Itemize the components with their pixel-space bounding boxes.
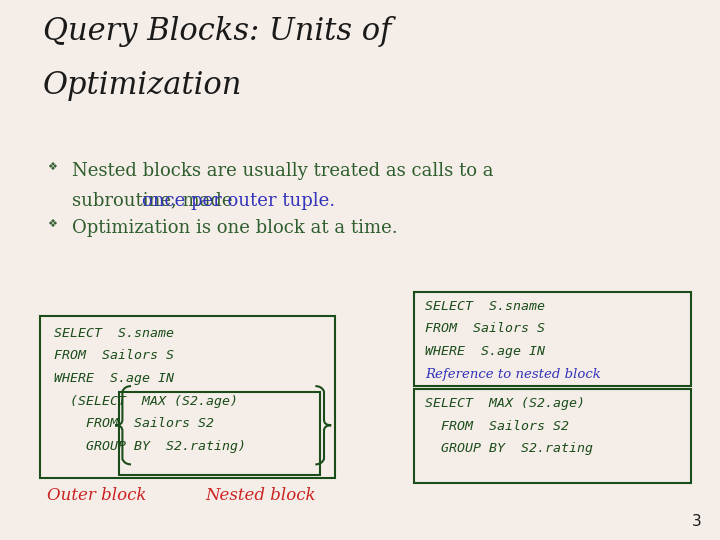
FancyBboxPatch shape: [414, 389, 691, 483]
Text: subroutine, made: subroutine, made: [72, 192, 238, 210]
Text: Reference to nested block: Reference to nested block: [425, 368, 600, 381]
Text: FROM  Sailors S: FROM Sailors S: [425, 322, 545, 335]
Text: ❖: ❖: [47, 162, 57, 172]
Text: SELECT  MAX (S2.age): SELECT MAX (S2.age): [425, 397, 585, 410]
Text: Nested blocks are usually treated as calls to a: Nested blocks are usually treated as cal…: [72, 162, 493, 180]
Text: Query Blocks: Units of: Query Blocks: Units of: [43, 16, 392, 47]
Text: Optimization: Optimization: [43, 70, 243, 101]
Text: WHERE  S.age IN: WHERE S.age IN: [425, 345, 545, 358]
Text: once per outer tuple.: once per outer tuple.: [143, 192, 336, 210]
FancyBboxPatch shape: [119, 392, 320, 475]
FancyBboxPatch shape: [414, 292, 691, 386]
Text: 3: 3: [692, 514, 702, 529]
Text: FROM  Sailors S2: FROM Sailors S2: [425, 420, 569, 433]
Text: FROM  Sailors S: FROM Sailors S: [54, 349, 174, 362]
Text: (SELECT  MAX (S2.age): (SELECT MAX (S2.age): [54, 395, 238, 408]
Text: ❖: ❖: [47, 219, 57, 229]
Text: Outer block: Outer block: [47, 487, 146, 504]
Text: Nested block: Nested block: [205, 487, 316, 504]
Text: FROM  Sailors S2: FROM Sailors S2: [54, 417, 214, 430]
FancyBboxPatch shape: [40, 316, 335, 478]
Text: SELECT  S.sname: SELECT S.sname: [54, 327, 174, 340]
Text: SELECT  S.sname: SELECT S.sname: [425, 300, 545, 313]
Text: WHERE  S.age IN: WHERE S.age IN: [54, 372, 174, 385]
Text: GROUP BY  S2.rating): GROUP BY S2.rating): [54, 440, 246, 453]
Text: Optimization is one block at a time.: Optimization is one block at a time.: [72, 219, 397, 237]
Text: GROUP BY  S2.rating: GROUP BY S2.rating: [425, 442, 593, 455]
